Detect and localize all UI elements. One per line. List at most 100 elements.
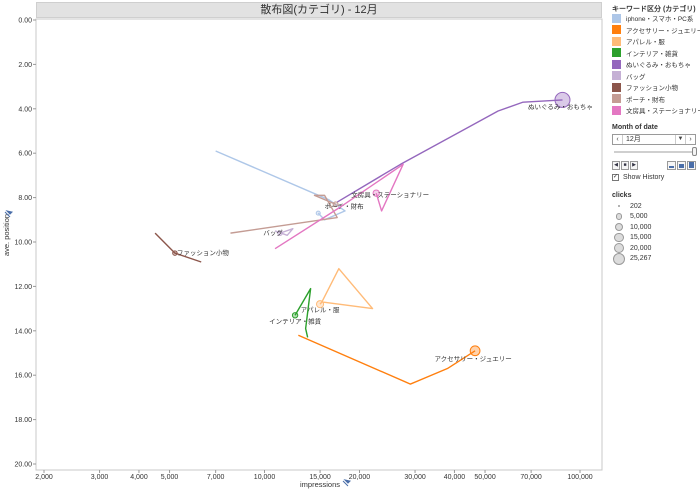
legend-item[interactable]: ポーチ・財布 — [612, 94, 700, 104]
step-back-icon[interactable]: ◀ — [612, 161, 620, 170]
stop-icon[interactable]: ■ — [621, 161, 629, 170]
size-legend-item: 202 — [612, 201, 700, 211]
show-history-toggle[interactable]: ✓ Show History — [612, 174, 664, 181]
y-tick-label: 16.00 — [14, 373, 32, 380]
chevron-right-icon[interactable]: › — [685, 135, 695, 144]
chevron-down-icon[interactable]: ▼ — [675, 135, 685, 144]
speed-slow-icon[interactable] — [667, 161, 676, 170]
plot-area — [35, 18, 603, 471]
series-marker — [315, 210, 321, 216]
series-trail — [294, 287, 312, 338]
x-tick-label: 2,000 — [35, 474, 53, 481]
legend-title: キーワード区分 (カテゴリ) — [612, 6, 696, 13]
legend-label: ぬいぐるみ・おもちゃ — [626, 62, 691, 69]
x-tick-label: 70,000 — [520, 474, 542, 481]
play-icon[interactable]: ▶ — [630, 161, 638, 170]
size-legend-circle — [615, 213, 623, 220]
series-label: 文房具・ステーショナリー — [351, 190, 429, 199]
size-legend-label: 5,000 — [630, 213, 648, 220]
speed-controls — [667, 161, 697, 170]
legend-label: 文房具・ステーショナリー — [626, 108, 700, 115]
size-legend-item: 20,000 — [612, 242, 700, 254]
x-axis-pin-icon — [342, 479, 352, 487]
speed-medium-icon[interactable] — [677, 161, 686, 170]
legend-item[interactable]: インテリア・雑貨 — [612, 48, 700, 58]
y-axis-pin-icon — [4, 210, 14, 218]
speed-fast-icon[interactable] — [687, 161, 696, 170]
series-trail — [319, 267, 374, 310]
series-marker — [332, 201, 339, 208]
month-slider-track[interactable] — [614, 151, 692, 153]
x-tick-label: 7,000 — [207, 474, 225, 481]
legend-swatch — [612, 48, 621, 57]
size-legend-item: 5,000 — [612, 212, 700, 222]
series-trail — [274, 163, 404, 250]
x-tick-label: 30,000 — [404, 474, 426, 481]
legend-item[interactable]: バッグ — [612, 71, 700, 81]
legend-item[interactable]: ファッション小物 — [612, 82, 700, 92]
series-trail — [215, 150, 346, 221]
legend-item[interactable]: アクセサリー・ジュエリー — [612, 25, 700, 35]
legend-swatch — [612, 105, 621, 115]
y-tick-label: 0.00 — [18, 18, 32, 25]
series-marker — [469, 345, 481, 357]
series-marker — [554, 91, 571, 108]
month-slider-thumb[interactable] — [692, 147, 697, 156]
y-tick-label: 6.00 — [18, 151, 32, 158]
series-trail — [230, 194, 338, 234]
legend-label: iphone・スマホ・PC系 — [626, 16, 694, 23]
size-legend-circle — [614, 232, 624, 243]
y-tick-label: 12.00 — [14, 284, 32, 291]
chevron-left-icon[interactable]: ‹ — [613, 135, 623, 144]
size-legend-label: 202 — [630, 202, 642, 210]
size-legend-circle — [613, 252, 625, 265]
series-marker — [172, 250, 178, 256]
series-trail — [298, 334, 476, 385]
series-label: アパレル・服 — [301, 306, 340, 314]
legend-swatch — [612, 82, 621, 92]
legend-item[interactable]: iphone・スマホ・PC系 — [612, 13, 700, 23]
y-tick-label: 10.00 — [14, 240, 32, 247]
legend-label: アパレル・服 — [626, 39, 665, 46]
size-legend-label: 10,000 — [630, 223, 652, 231]
y-axis-title: ave. position — [2, 214, 11, 256]
show-history-label: Show History — [623, 174, 665, 181]
x-tick-label: 3,000 — [91, 474, 109, 481]
size-legend-circle — [617, 204, 621, 208]
x-tick-label: 10,000 — [254, 474, 276, 481]
legend-item[interactable]: ぬいぐるみ・おもちゃ — [612, 59, 700, 69]
month-select[interactable]: ‹ 12月 ▼ › — [612, 134, 696, 145]
x-tick-label: 15,000 — [309, 474, 331, 481]
y-tick-label: 2.00 — [18, 62, 32, 69]
legend-label: ポーチ・財布 — [626, 96, 665, 104]
x-tick-label: 100,000 — [567, 474, 592, 481]
legend-swatch — [612, 71, 621, 80]
size-legend-circle — [614, 222, 624, 232]
y-tick-label: 4.00 — [18, 106, 32, 113]
series-label: インテリア・雑貨 — [269, 316, 322, 325]
legend-item[interactable]: 文房具・ステーショナリー — [612, 105, 700, 115]
series-trail — [154, 232, 202, 263]
legend-swatch — [612, 59, 621, 69]
series-label: ポーチ・財布 — [325, 201, 365, 210]
legend-label: アクセサリー・ジュエリー — [626, 27, 700, 35]
legend-label: ファッション小物 — [626, 85, 678, 92]
legend-swatch — [612, 13, 621, 23]
y-tick-label: 18.00 — [14, 417, 32, 424]
legend-swatch — [612, 94, 621, 103]
x-tick-label: 4,000 — [130, 474, 148, 481]
x-tick-label: 20,000 — [349, 474, 371, 481]
x-axis-title: impressions — [300, 480, 340, 489]
side-panel: キーワード区分 (カテゴリ) iphone・スマホ・PC系 アクセサリー・ジュエリ… — [612, 0, 700, 490]
legend-label: バッグ — [626, 73, 646, 81]
scatter-plot[interactable]: 0.00 2.00 4.00 6.00 8.00 10.00 12.00 14.00 16.00… — [0, 0, 608, 490]
size-legend-label: 15,000 — [630, 234, 652, 241]
y-tick-label: 14.00 — [14, 328, 32, 335]
legend-item[interactable]: アパレル・服 — [612, 36, 700, 46]
series-marker — [291, 312, 299, 319]
y-tick-label: 20.00 — [14, 462, 32, 469]
series-trail — [336, 99, 563, 203]
show-history-checkbox[interactable]: ✓ — [612, 174, 619, 181]
x-tick-label: 5,000 — [161, 474, 179, 481]
series-marker — [277, 230, 283, 236]
